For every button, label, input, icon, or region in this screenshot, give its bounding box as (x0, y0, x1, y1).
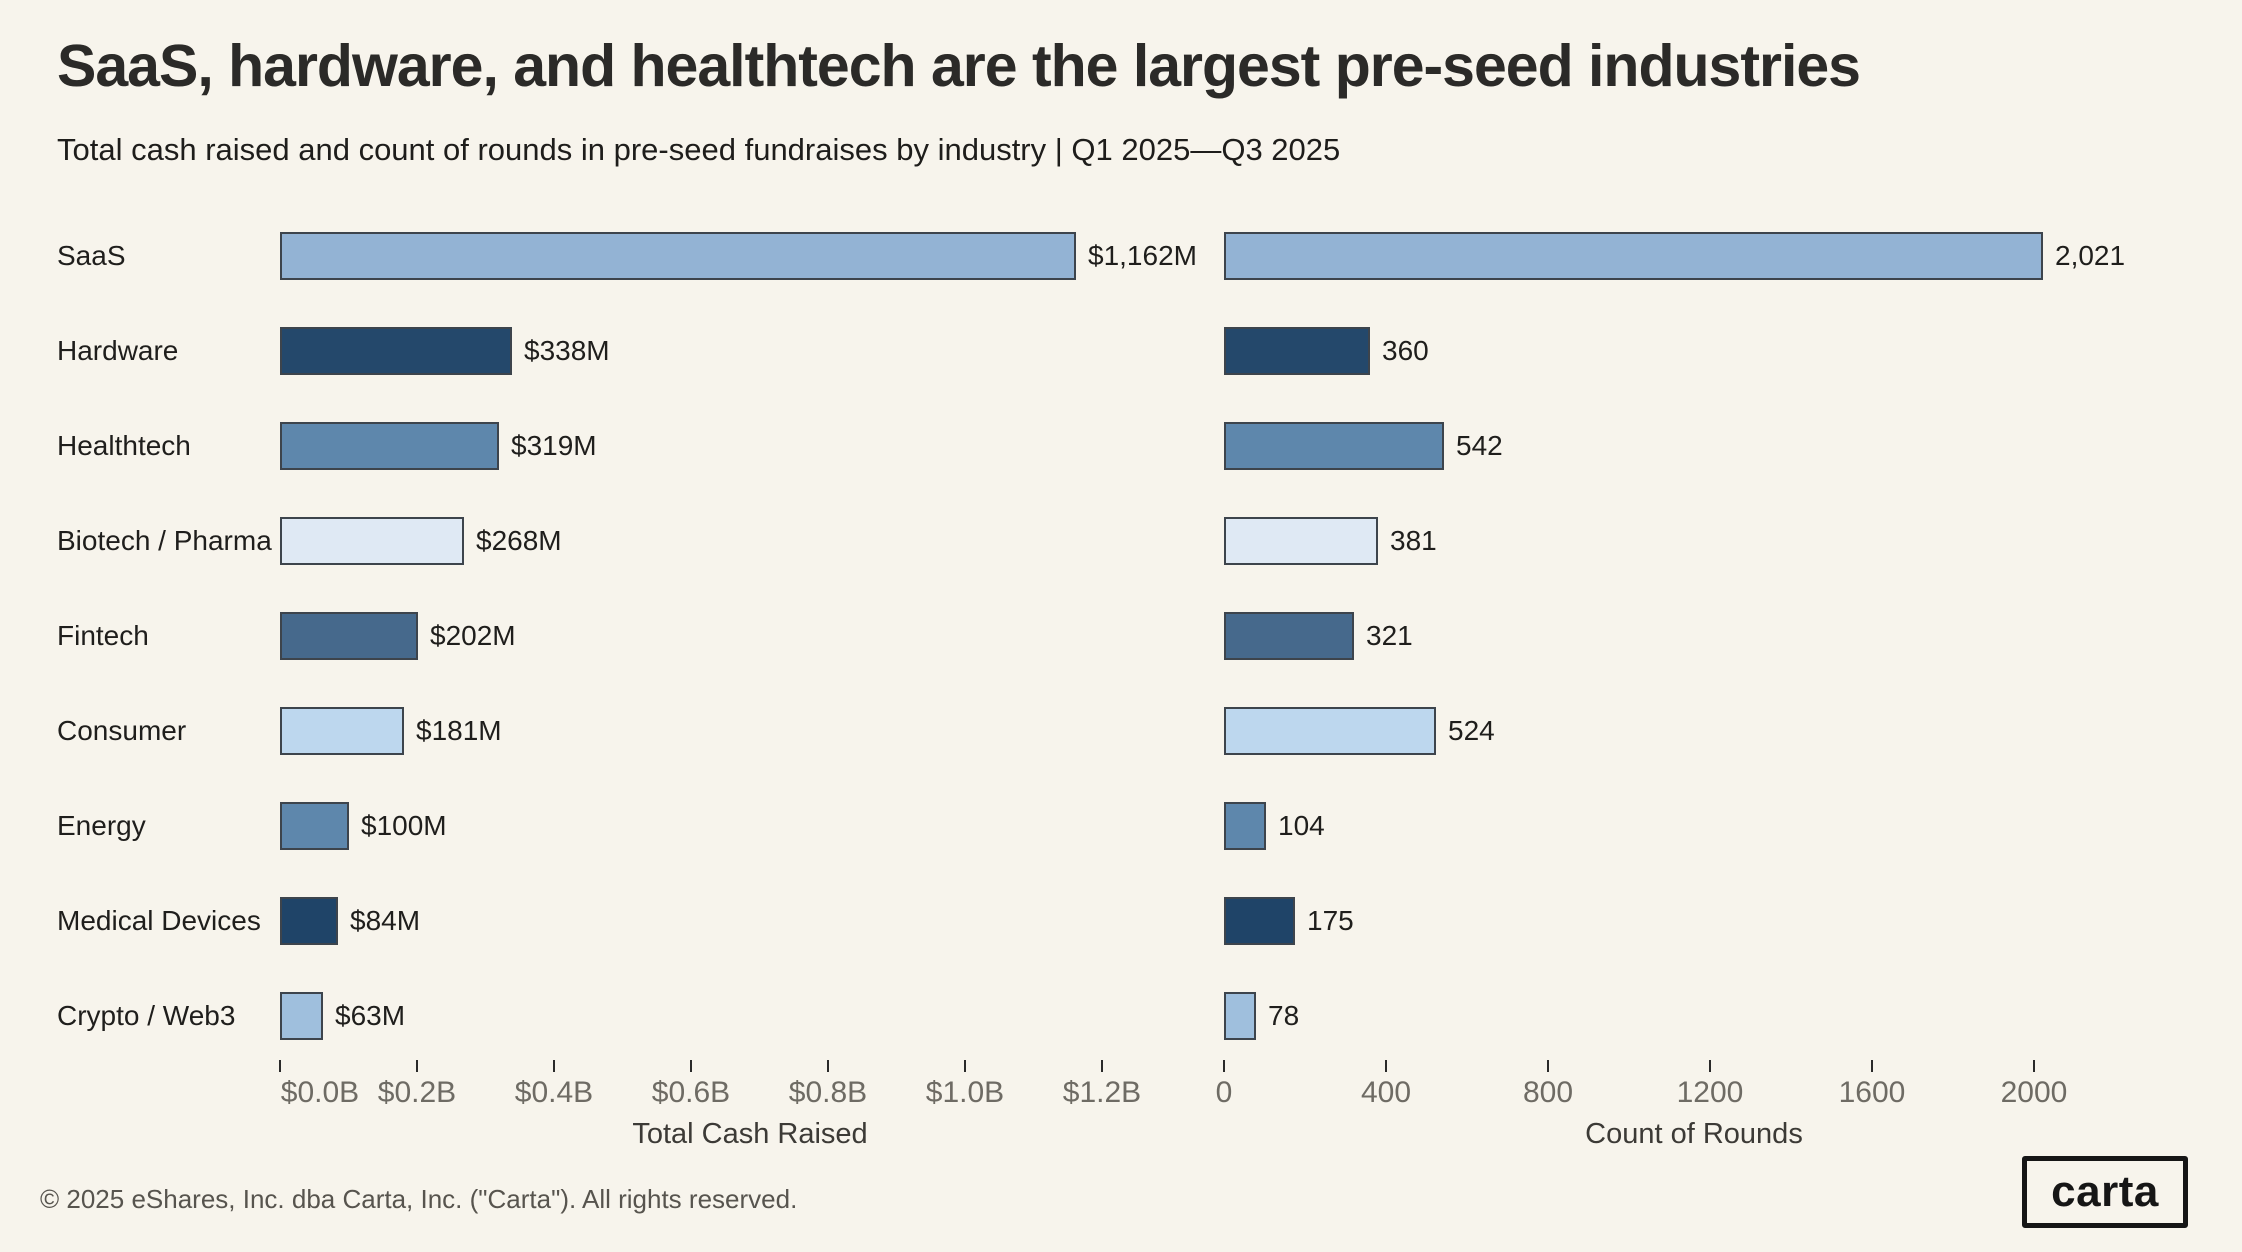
count-of-rounds-tick-mark (1223, 1060, 1225, 1072)
total-cash-raised-bar-biotech-pharma (280, 517, 464, 565)
total-cash-raised-value-medical-devices: $84M (350, 905, 421, 936)
count-of-rounds-tick-label: 800 (1522, 1076, 1574, 1109)
count-of-rounds-tick-label: 1200 (1676, 1076, 1744, 1109)
count-of-rounds-tick-label: 400 (1360, 1076, 1412, 1109)
total-cash-raised-tick-mark (279, 1060, 281, 1072)
total-cash-raised-tick-label: $0.4B (514, 1076, 594, 1109)
category-label-energy: Energy (57, 810, 146, 841)
total-cash-raised-bar-energy (280, 802, 349, 850)
total-cash-raised-bar-crypto-web3 (280, 992, 323, 1040)
total-cash-raised-value-healthtech: $319M (511, 430, 597, 461)
total-cash-raised-tick-mark (416, 1060, 418, 1072)
total-cash-raised-bar-hardware (280, 327, 512, 375)
total-cash-raised-tick-label: $1.2B (1062, 1076, 1142, 1109)
total-cash-raised-bar-fintech (280, 612, 418, 660)
category-label-biotech-pharma: Biotech / Pharma (57, 525, 272, 556)
count-of-rounds-tick-mark (1385, 1060, 1387, 1072)
count-of-rounds-bar-biotech-pharma (1224, 517, 1378, 565)
total-cash-raised-value-consumer: $181M (416, 715, 502, 746)
count-of-rounds-bar-saas (1224, 232, 2043, 280)
count-of-rounds-value-healthtech: 542 (1456, 430, 1503, 461)
page-subtitle: Total cash raised and count of rounds in… (57, 132, 1341, 167)
category-label-consumer: Consumer (57, 715, 187, 746)
total-cash-raised-bar-saas (280, 232, 1076, 280)
total-cash-raised-value-biotech-pharma: $268M (476, 525, 562, 556)
total-cash-raised-tick-label: $0.0B (280, 1076, 360, 1109)
total-cash-raised-bar-healthtech (280, 422, 499, 470)
total-cash-raised-value-saas: $1,162M (1088, 240, 1197, 271)
count-of-rounds-value-hardware: 360 (1382, 335, 1429, 366)
count-of-rounds-bar-energy (1224, 802, 1266, 850)
count-of-rounds-tick-mark (1709, 1060, 1711, 1072)
category-label-hardware: Hardware (57, 335, 179, 366)
total-cash-raised-value-energy: $100M (361, 810, 447, 841)
page-title: SaaS, hardware, and healthtech are the l… (57, 33, 1861, 99)
category-label-saas: SaaS (57, 240, 126, 271)
count-of-rounds-tick-mark (1547, 1060, 1549, 1072)
total-cash-raised-value-crypto-web3: $63M (335, 1000, 406, 1031)
count-of-rounds-value-saas: 2,021 (2055, 240, 2126, 271)
total-cash-raised-tick-mark (964, 1060, 966, 1072)
copyright-notice: © 2025 eShares, Inc. dba Carta, Inc. ("C… (40, 1184, 798, 1214)
total-cash-raised-tick-label: $0.6B (651, 1076, 731, 1109)
count-of-rounds-value-crypto-web3: 78 (1268, 1000, 1300, 1031)
count-of-rounds-bar-crypto-web3 (1224, 992, 1256, 1040)
count-of-rounds-bar-medical-devices (1224, 897, 1295, 945)
left-axis-title: Total Cash Raised (632, 1118, 868, 1150)
count-of-rounds-value-consumer: 524 (1448, 715, 1495, 746)
count-of-rounds-tick-label: 2000 (2000, 1076, 2068, 1109)
carta-logo: carta (2022, 1156, 2188, 1228)
carta-wordmark: carta (2051, 1167, 2159, 1216)
count-of-rounds-tick-label: 0 (1215, 1076, 1233, 1109)
total-cash-raised-tick-mark (553, 1060, 555, 1072)
total-cash-raised-tick-mark (827, 1060, 829, 1072)
count-of-rounds-tick-mark (2033, 1060, 2035, 1072)
count-of-rounds-bar-fintech (1224, 612, 1354, 660)
count-of-rounds-tick-mark (1871, 1060, 1873, 1072)
category-label-fintech: Fintech (57, 620, 149, 651)
total-cash-raised-bar-medical-devices (280, 897, 338, 945)
count-of-rounds-value-fintech: 321 (1366, 620, 1413, 651)
right-axis-title: Count of Rounds (1585, 1118, 1803, 1150)
count-of-rounds-bar-hardware (1224, 327, 1370, 375)
count-of-rounds-value-medical-devices: 175 (1307, 905, 1354, 936)
total-cash-raised-bar-consumer (280, 707, 404, 755)
count-of-rounds-tick-label: 1600 (1838, 1076, 1906, 1109)
total-cash-raised-tick-label: $0.8B (788, 1076, 868, 1109)
total-cash-raised-tick-mark (690, 1060, 692, 1072)
category-label-crypto-web3: Crypto / Web3 (57, 1000, 236, 1031)
total-cash-raised-value-fintech: $202M (430, 620, 516, 651)
total-cash-raised-tick-mark (1101, 1060, 1103, 1072)
total-cash-raised-tick-label: $0.2B (377, 1076, 457, 1109)
count-of-rounds-value-energy: 104 (1278, 810, 1325, 841)
total-cash-raised-tick-label: $1.0B (925, 1076, 1005, 1109)
total-cash-raised-value-hardware: $338M (524, 335, 610, 366)
count-of-rounds-bar-consumer (1224, 707, 1436, 755)
category-label-healthtech: Healthtech (57, 430, 191, 461)
count-of-rounds-value-biotech-pharma: 381 (1390, 525, 1437, 556)
category-label-medical-devices: Medical Devices (57, 905, 261, 936)
count-of-rounds-bar-healthtech (1224, 422, 1444, 470)
